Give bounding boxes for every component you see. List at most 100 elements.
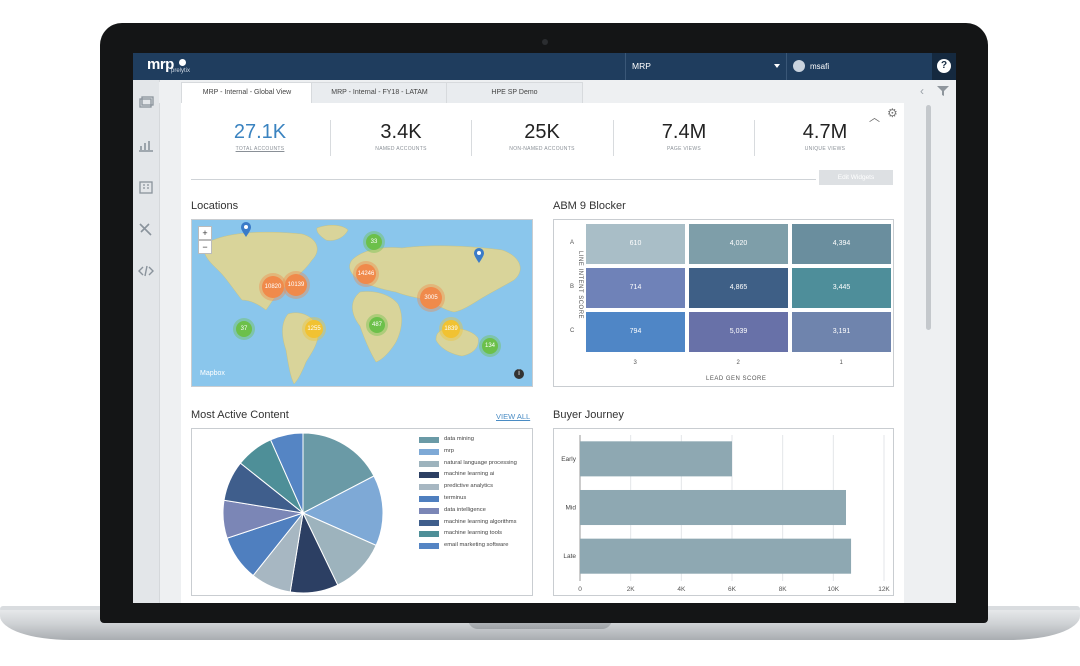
help-button[interactable]: ? [932,53,956,80]
map-cluster[interactable]: 134 [482,338,498,354]
heatmap-ylabel: LINE INTENT SCORE [577,250,584,320]
content-pie-widget: data mining mrp natural language processin… [191,428,533,596]
stat-total-accounts[interactable]: 27.1K TOTAL ACCOUNTS [190,121,330,152]
bar[interactable] [580,441,732,477]
heatmap-cell[interactable]: 4,020 [689,224,788,264]
stat-divider [754,120,755,156]
stat-value: 3.4K [380,121,422,143]
building-icon[interactable] [137,179,155,195]
scrollbar-track[interactable] [924,103,934,603]
map-cluster[interactable]: 14246 [356,264,376,284]
legend-swatch [419,507,439,514]
legend-swatch [419,531,439,538]
tools-icon[interactable] [137,221,155,237]
app-screen: mrp prelytix MRP msafi ? MRP - Internal … [133,53,956,603]
bar[interactable] [580,538,852,574]
legend-swatch [419,472,439,479]
org-select[interactable]: MRP [625,53,786,80]
bar[interactable] [580,489,846,526]
map-cluster[interactable]: 487 [369,317,385,333]
stat-label: PAGE VIEWS [666,146,702,152]
legend-label[interactable]: machine learning ai [444,471,495,478]
scrollbar-thumb[interactable] [926,105,931,330]
pie-chart [222,432,384,594]
filter-icon[interactable] [936,85,950,97]
legend-swatch [419,496,439,502]
stat-named-accounts: 3.4K NAMED ACCOUNTS [331,121,471,152]
map-land [203,225,521,385]
stat-unique-views: 4.7M UNIQUE VIEWS [755,121,895,152]
pie-slice[interactable] [302,432,375,514]
x-tick-label: 12K [878,586,890,593]
heatmap-xlabel: LEAD GEN SCORE [706,376,767,382]
info-icon[interactable]: i [514,369,524,379]
heatmap-cell[interactable]: 5,039 [689,312,788,352]
pie-slice[interactable] [269,432,304,514]
logo-subtitle: prelytix [171,68,191,74]
edit-widgets-button[interactable]: Edit Widgets [819,170,893,185]
collapse-icon[interactable]: ︿ [869,112,880,124]
chevron-left-icon[interactable]: ‹ [920,84,924,98]
user-name: msafi [810,62,830,71]
heatmap-cell[interactable]: 794 [586,312,685,352]
tab-hpe-sp-demo[interactable]: HPE SP Demo [446,82,583,103]
map-cluster[interactable]: 10139 [285,274,307,296]
map-cluster[interactable]: 37 [236,321,252,337]
map-cluster[interactable]: 33 [366,234,382,250]
avatar [793,60,805,72]
journey-bar-widget: 0 2K 4K 6K 8K 10K 12K Early Mid Late [553,428,894,596]
locations-title: Locations [191,200,239,212]
heatmap-cell[interactable]: 4,394 [792,224,891,264]
legend-swatch [419,448,439,455]
heatmap-cell[interactable]: 714 [586,268,685,308]
legend-label[interactable]: machine learning algorithms [444,518,517,525]
zoom-in-button[interactable]: + [198,226,212,240]
camera-icon [542,39,548,45]
chevron-down-icon [774,64,780,68]
pie-slice[interactable] [301,475,384,547]
stat-value: 27.1K [233,121,287,143]
legend-label[interactable]: mrp [444,447,454,454]
section-divider [191,179,816,180]
code-icon[interactable] [137,263,155,279]
stat-label: UNIQUE VIEWS [804,146,846,152]
map-cluster[interactable]: 1839 [442,320,460,338]
map-cluster[interactable]: 3005 [420,287,442,309]
heatmap-cell[interactable]: 610 [586,224,685,264]
stat-non-named-accounts: 25K NON-NAMED ACCOUNTS [472,121,612,152]
zoom-out-button[interactable]: − [198,240,212,254]
legend-label[interactable]: email marketing software [444,542,509,549]
map-attribution: Mapbox [200,370,225,377]
map-pin-icon[interactable] [240,222,252,238]
chart-icon[interactable] [137,137,155,153]
map-cluster[interactable]: 10820 [262,276,284,298]
y-category-label: Late [563,553,576,560]
heatmap-col-label: 1 [839,360,843,366]
map-pin-icon[interactable] [473,248,485,264]
user-menu[interactable]: msafi [786,53,932,80]
heatmap-cell[interactable]: 3,445 [792,268,891,308]
stat-value: 4.7M [802,121,848,143]
legend-label[interactable]: data intelligence [444,506,486,513]
help-icon: ? [937,59,951,73]
map-cluster[interactable]: 1255 [305,320,323,338]
stat-divider [613,120,614,156]
x-tick-label: 10K [828,586,840,593]
locations-map[interactable]: + − 33 14246 10820 10139 3005 37 1255 48… [191,219,533,387]
x-tick-label: 4K [677,586,686,593]
heatmap-cell[interactable]: 4,865 [689,268,788,308]
app-logo[interactable]: mrp [147,56,174,73]
legend-label[interactable]: machine learning tools [444,530,503,537]
legend-swatch [419,437,439,443]
stat-label: NAMED ACCOUNTS [375,146,427,152]
heatmap-cell[interactable]: 3,191 [792,312,891,352]
tab-fy18-latam[interactable]: MRP - Internal - FY18 - LATAM [311,82,448,103]
view-all-link[interactable]: VIEW ALL [496,412,531,421]
legend-label[interactable]: natural language processing [444,459,517,466]
legend-label[interactable]: predictive analytics [444,483,493,490]
stack-icon[interactable] [137,95,155,111]
gear-icon[interactable]: ⚙ [887,106,898,120]
tab-global-view[interactable]: MRP - Internal - Global View [181,82,313,103]
legend-label[interactable]: terminus [444,495,467,501]
legend-label[interactable]: data mining [444,436,474,442]
